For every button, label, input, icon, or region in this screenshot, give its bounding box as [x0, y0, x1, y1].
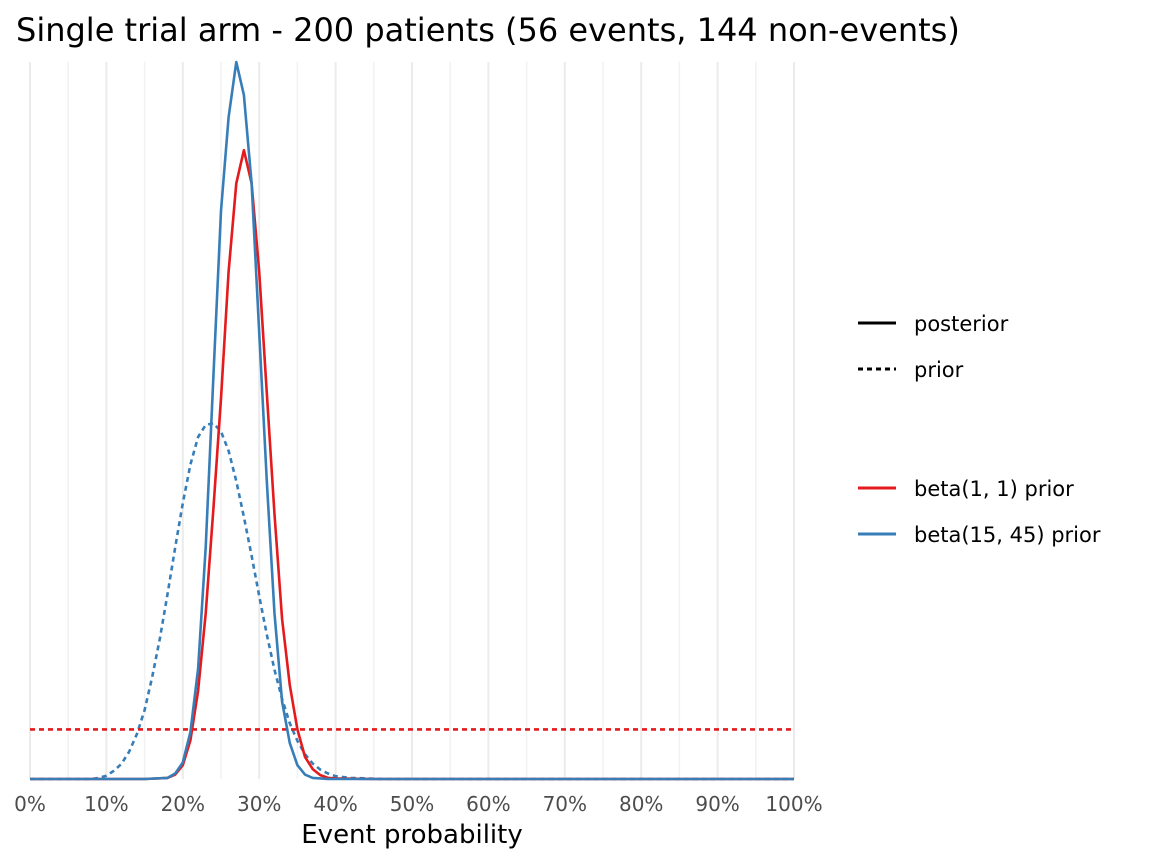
x-axis-ticks: 0% 10% 20% 30% 40% 50% 60% 70% 80% 90% 100%: [14, 792, 822, 816]
x-tick-label: 90%: [695, 792, 739, 816]
x-axis-title: Event probability: [301, 820, 522, 850]
x-tick-label: 40%: [313, 792, 357, 816]
legend: posterior prior beta(1, 1) prior beta(15, 4…: [858, 312, 1101, 547]
x-tick-label: 20%: [161, 792, 205, 816]
plot-lines: [30, 60, 794, 781]
x-tick-label: 100%: [765, 792, 822, 816]
x-tick-label: 80%: [619, 792, 663, 816]
x-tick-label: 70%: [543, 792, 587, 816]
x-tick-label: 10%: [84, 792, 128, 816]
legend-label-color-0: beta(1, 1) prior: [914, 477, 1074, 501]
series-line-prior-beta-15-45: [30, 421, 794, 781]
x-tick-label: 50%: [390, 792, 434, 816]
chart-title: Single trial arm - 200 patients (56 even…: [16, 11, 960, 49]
x-tick-label: 0%: [14, 792, 46, 816]
gridlines: [29, 62, 795, 779]
legend-label-color-1: beta(15, 45) prior: [914, 523, 1101, 547]
x-tick-label: 30%: [237, 792, 281, 816]
series-line-posterior-beta-15-45: [30, 60, 794, 781]
x-tick-label: 60%: [466, 792, 510, 816]
legend-label-prior: prior: [914, 358, 964, 382]
legend-label-posterior: posterior: [914, 312, 1009, 336]
